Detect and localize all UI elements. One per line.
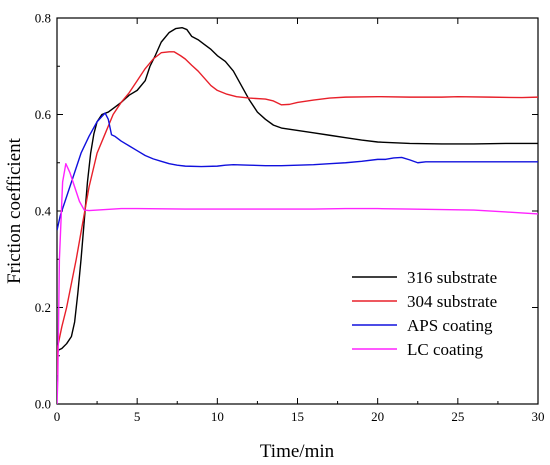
series-line-304-substrate — [57, 51, 538, 376]
y-tick-label: 0.4 — [35, 204, 52, 219]
x-axis: 0 5 10 15 20 25 30 — [54, 18, 545, 424]
y-tick-label: 0.6 — [35, 107, 52, 122]
series-line-lc-coating — [57, 163, 538, 404]
series-line-aps-coating — [57, 112, 538, 231]
x-tick-label: 20 — [371, 409, 384, 424]
y-tick-label: 0.0 — [35, 397, 51, 412]
x-tick-label: 15 — [291, 409, 304, 424]
x-axis-title: Time/min — [260, 441, 335, 462]
x-tick-label: 30 — [532, 409, 545, 424]
series-group — [57, 26, 538, 404]
legend-label: 316 substrate — [407, 268, 497, 287]
y-axis-title: Friction coefficient — [4, 137, 25, 284]
x-tick-label: 10 — [211, 409, 224, 424]
x-tick-label: 0 — [54, 409, 61, 424]
y-tick-label: 0.2 — [35, 300, 51, 315]
y-axis: 0.0 0.2 0.4 0.6 0.8 — [35, 11, 538, 412]
y-tick-label: 0.8 — [35, 11, 51, 26]
x-tick-label: 25 — [451, 409, 464, 424]
legend-label: LC coating — [407, 340, 484, 359]
legend: 316 substrate 304 substrate APS coating LC … — [352, 268, 497, 359]
legend-label: APS coating — [407, 316, 493, 335]
x-tick-label: 5 — [134, 409, 141, 424]
legend-label: 304 substrate — [407, 292, 497, 311]
